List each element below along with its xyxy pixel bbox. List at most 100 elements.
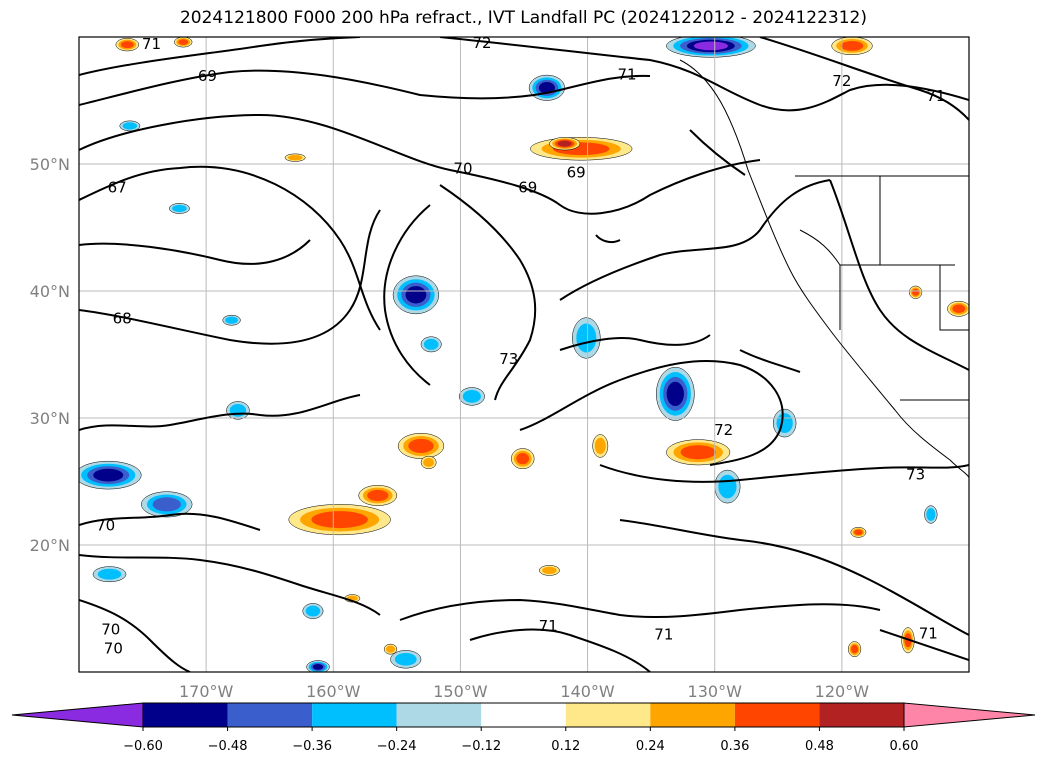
state-border xyxy=(799,229,841,266)
contour-label: 69 xyxy=(198,67,217,85)
anomaly-blob xyxy=(714,469,741,504)
anomaly-blob xyxy=(549,137,581,151)
anomaly-blob xyxy=(420,336,442,353)
anomaly-blob xyxy=(528,74,565,101)
anomaly-blob xyxy=(92,566,127,583)
anomaly-fill xyxy=(721,479,733,494)
anomaly-blob xyxy=(530,137,633,161)
anomaly-blob xyxy=(666,37,756,58)
anomaly-blob xyxy=(572,317,601,359)
colorbar-extend-max xyxy=(903,702,1036,728)
anomaly-fill xyxy=(560,141,569,146)
anomaly-blob xyxy=(847,641,862,658)
anomaly-fill xyxy=(387,646,394,652)
y-tick-label: 50°N xyxy=(30,155,70,174)
contour-line xyxy=(759,37,969,121)
anomaly-fill xyxy=(928,510,934,519)
chart-title: 2024121800 F000 200 hPa refract., IVT La… xyxy=(179,8,867,28)
contour-line xyxy=(79,239,311,265)
map-background xyxy=(79,37,969,672)
anomaly-fill xyxy=(845,42,859,49)
contour-layer xyxy=(79,37,969,672)
x-tick-label: 160°W xyxy=(306,682,361,701)
colorbar-segment xyxy=(734,703,820,727)
contour-label: 71 xyxy=(539,617,558,635)
contour-line xyxy=(595,234,621,244)
anomaly-layer xyxy=(79,37,969,672)
anomaly-blob xyxy=(850,526,867,538)
contour-label: 72 xyxy=(714,421,733,439)
anomaly-fill xyxy=(308,607,318,615)
anomaly-blob xyxy=(655,366,695,421)
anomaly-fill xyxy=(597,441,604,451)
anomaly-blob xyxy=(119,120,141,132)
coastline-layer xyxy=(679,59,969,479)
anomaly-fill xyxy=(233,406,243,415)
anomaly-fill xyxy=(545,568,554,573)
anomaly-blob xyxy=(666,439,731,466)
contour-label: 69 xyxy=(567,163,586,181)
anomaly-fill xyxy=(413,441,429,451)
x-tick-label: 150°W xyxy=(433,682,488,701)
anomaly-fill xyxy=(518,455,527,463)
anomaly-fill xyxy=(425,459,432,466)
anomaly-blob xyxy=(222,314,241,326)
x-tick-label: 120°W xyxy=(815,682,870,701)
colorbar-tick-label: 0.36 xyxy=(720,739,749,754)
longitude-ticks: 170°W 160°W 150°W 140°W 130°W 120°W xyxy=(179,682,869,701)
anomaly-blob xyxy=(511,448,535,470)
anomaly-blob xyxy=(141,491,193,518)
anomaly-blob xyxy=(115,38,140,52)
anomaly-fill xyxy=(175,206,184,211)
colorbar-segment xyxy=(396,703,482,727)
colorbar-segment xyxy=(650,703,735,727)
contour-line xyxy=(559,179,831,301)
contour-line xyxy=(79,37,361,76)
anomaly-blob xyxy=(947,300,969,317)
anomaly-blob xyxy=(772,408,797,438)
contour-line xyxy=(439,37,969,112)
anomaly-fill xyxy=(426,341,436,348)
x-tick-label: 130°W xyxy=(688,682,743,701)
colorbar-tick-label: 0.12 xyxy=(551,739,580,754)
colorbar-tick-label: −0.36 xyxy=(292,739,332,754)
colorbar-extend-min xyxy=(11,702,144,728)
contour-line xyxy=(79,113,761,215)
colorbar-tick-label: 0.48 xyxy=(805,739,834,754)
colorbar-frame xyxy=(142,702,905,728)
anomaly-blob xyxy=(592,434,609,458)
colorbar: −0.60 −0.48 −0.36 −0.24 −0.12 0.12 0.24 0.36 0.4… xyxy=(11,702,1036,754)
anomaly-fill xyxy=(99,471,118,479)
contour-line xyxy=(469,628,651,672)
anomaly-blob xyxy=(306,660,330,672)
colorbar-tick-label: −0.60 xyxy=(123,739,163,754)
contour-line xyxy=(383,204,431,386)
anomaly-fill xyxy=(125,123,135,129)
anomaly-blob xyxy=(901,627,915,654)
anomaly-blob xyxy=(390,650,422,669)
colorbar-segment xyxy=(143,703,228,727)
anomaly-blob xyxy=(383,643,398,655)
x-tick-label: 170°W xyxy=(179,682,234,701)
y-tick-label: 30°N xyxy=(30,409,70,428)
colorbar-segment xyxy=(481,703,566,727)
x-tick-label: 140°W xyxy=(560,682,615,701)
latitude-ticks: 20°N 30°N 40°N 50°N xyxy=(30,155,70,555)
contour-label: 70 xyxy=(453,160,472,178)
anomaly-blob xyxy=(397,432,445,459)
state-border xyxy=(939,265,969,331)
contour-line xyxy=(79,512,261,531)
anomaly-fill xyxy=(180,40,187,44)
anomaly-blob xyxy=(924,505,938,524)
colorbar-tick-label: −0.24 xyxy=(377,739,417,754)
contour-line xyxy=(439,184,537,401)
anomaly-blob xyxy=(284,153,306,162)
anomaly-fill xyxy=(290,156,300,160)
colorbar-tick-label: −0.12 xyxy=(461,739,501,754)
anomaly-fill xyxy=(158,500,176,509)
coastline xyxy=(679,59,969,479)
anomaly-fill xyxy=(466,392,478,401)
contour-line xyxy=(79,394,361,431)
anomaly-fill xyxy=(687,448,709,457)
